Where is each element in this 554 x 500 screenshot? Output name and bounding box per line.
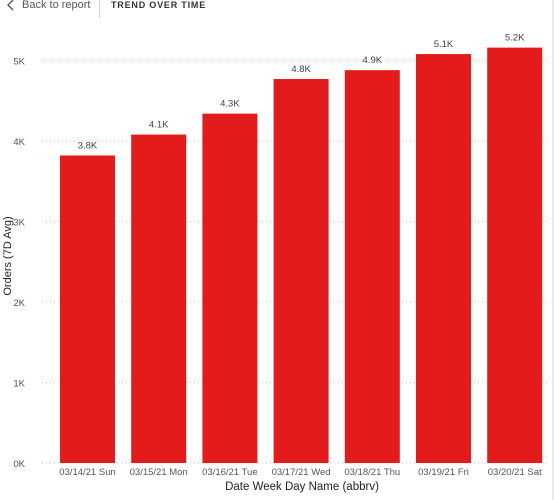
report-header: Back to report TREND OVER TIME — [0, 0, 554, 18]
bar[interactable] — [416, 54, 471, 464]
header-divider — [99, 0, 100, 18]
y-tick-label: 1K — [13, 379, 25, 390]
bar[interactable] — [202, 113, 258, 463]
bar[interactable] — [487, 47, 543, 464]
data-labels: 3.8K 4.1K 4.3K 4.8K 4.9K 5.1K 5.2K — [78, 33, 525, 152]
x-tick-label: 03/15/21 Mon — [130, 467, 188, 478]
x-tick-label: 03/14/21 Sun — [59, 467, 116, 478]
x-axis-ticks: 03/14/21 Sun 03/15/21 Mon 03/16/21 Tue 03/1… — [59, 467, 542, 478]
x-tick-label: 03/20/21 Sat — [488, 467, 542, 478]
data-label: 4.9K — [363, 55, 383, 66]
y-axis-title: Orders (7D Avg) — [2, 216, 14, 295]
chevron-left-icon — [7, 0, 14, 11]
bar[interactable] — [131, 134, 187, 463]
bar[interactable] — [273, 79, 329, 463]
y-tick-label: 4K — [13, 137, 25, 148]
y-tick-label: 2K — [13, 298, 25, 309]
data-label: 3.8K — [78, 140, 98, 151]
bar[interactable] — [60, 155, 115, 464]
orders-bar-chart: 0K 1K 2K 3K 4K 5K 3.8K 4.1K 4.3K 4.8K 4.9K 5.1K 5.2… — [2, 33, 548, 493]
page-title: TREND OVER TIME — [111, 0, 207, 10]
bar[interactable] — [344, 70, 400, 463]
back-to-report-label: Back to report — [22, 0, 91, 11]
data-label: 4.1K — [149, 120, 169, 131]
bars — [60, 47, 543, 464]
data-label: 4.8K — [291, 64, 311, 75]
x-tick-label: 03/18/21 Thu — [344, 467, 400, 478]
y-tick-label: 3K — [13, 218, 25, 229]
data-label: 5.1K — [434, 39, 454, 50]
y-axis-ticks: 0K 1K 2K 3K 4K 5K — [13, 57, 25, 471]
data-label: 4.3K — [220, 99, 240, 110]
x-tick-label: 03/17/21 Wed — [272, 467, 331, 478]
back-to-report-button[interactable]: Back to report — [4, 0, 90, 14]
x-tick-label: 03/16/21 Tue — [202, 467, 257, 478]
x-tick-label: 03/19/21 Fri — [418, 467, 469, 478]
y-tick-label: 0K — [13, 459, 25, 470]
panel-edge — [552, 0, 554, 500]
y-tick-label: 5K — [13, 57, 25, 68]
data-label: 5.2K — [505, 33, 525, 44]
x-axis-title: Date Week Day Name (abbrv) — [225, 481, 379, 493]
